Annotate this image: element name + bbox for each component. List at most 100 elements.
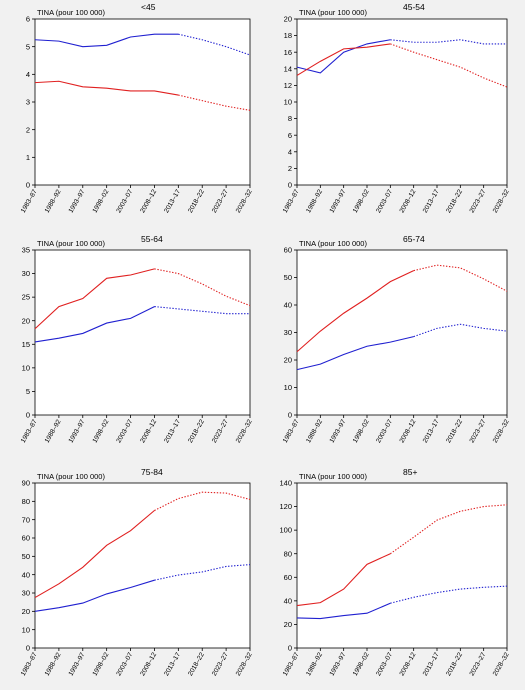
x-tick-label: 2013–17 bbox=[163, 188, 182, 214]
x-tick-label: 2008–12 bbox=[399, 188, 418, 214]
y-tick-label: 4 bbox=[26, 70, 30, 79]
y-tick-label: 8 bbox=[288, 114, 292, 123]
x-tick-label: 1983–87 bbox=[282, 188, 301, 214]
y-tick-label: 20 bbox=[284, 620, 292, 629]
x-tick-label: 1998–02 bbox=[352, 651, 371, 677]
y-tick-label: 2 bbox=[26, 125, 30, 134]
y-tick-label: 40 bbox=[284, 596, 292, 605]
chart-panel-6: TINA (pour 100 000) 85+ 0 20 40 60 80 100 120 140… bbox=[279, 467, 510, 677]
x-tick-label: 2013–17 bbox=[163, 418, 182, 444]
x-tick-label: 2003–07 bbox=[375, 188, 394, 214]
y-tick-label: 30 bbox=[22, 589, 30, 598]
y-tick-label: 50 bbox=[22, 552, 30, 561]
x-tick-label: 1988–92 bbox=[305, 651, 324, 677]
y-axis-label: TINA (pour 100 000) bbox=[299, 8, 367, 17]
x-tick-label: 2028–32 bbox=[492, 188, 511, 214]
series-2-observed-line bbox=[34, 268, 155, 330]
x-tick-label: 2018–22 bbox=[187, 651, 206, 677]
x-tick-label: 2028–32 bbox=[492, 418, 511, 444]
x-tick-label: 2008–12 bbox=[139, 418, 158, 444]
y-tick-label: 120 bbox=[279, 502, 292, 511]
y-tick-label: 30 bbox=[22, 269, 30, 278]
x-tick-label: 1993–97 bbox=[329, 651, 348, 677]
x-tick-label: 1988–92 bbox=[44, 188, 63, 214]
series-2-projection-line bbox=[178, 94, 251, 111]
y-tick-label: 2 bbox=[288, 164, 292, 173]
x-tick-label: 2018–22 bbox=[445, 651, 464, 677]
x-tick-label: 2023–27 bbox=[211, 418, 230, 444]
y-tick-label: 4 bbox=[288, 147, 292, 156]
series-1-observed-line bbox=[296, 336, 414, 371]
x-tick-label: 1983–87 bbox=[282, 418, 301, 444]
y-tick-label: 30 bbox=[284, 328, 292, 337]
x-tick-label: 2008–12 bbox=[139, 188, 158, 214]
x-tick-label: 2008–12 bbox=[399, 651, 418, 677]
x-tick-label: 1998–02 bbox=[352, 418, 371, 444]
y-tick-label: 80 bbox=[284, 549, 292, 558]
series-2-observed-line bbox=[34, 510, 155, 599]
series-2-projection-line bbox=[390, 504, 508, 555]
series-2-projection-line bbox=[413, 264, 508, 292]
y-tick-label: 70 bbox=[22, 515, 30, 524]
plot-area bbox=[34, 249, 251, 416]
y-axis-label: TINA (pour 100 000) bbox=[37, 8, 105, 17]
series-1-projection-line bbox=[413, 323, 508, 338]
x-tick-label: 2028–32 bbox=[235, 418, 254, 444]
x-tick-label: 2008–12 bbox=[139, 651, 158, 677]
series-2-observed-line bbox=[296, 553, 391, 607]
x-tick-label: 1983–87 bbox=[282, 651, 301, 677]
plot-area bbox=[34, 482, 251, 649]
y-tick-label: 0 bbox=[288, 411, 292, 420]
x-tick-label: 1988–92 bbox=[305, 188, 324, 214]
x-tick-label: 2023–27 bbox=[469, 188, 488, 214]
y-tick-label: 3 bbox=[26, 98, 30, 107]
chart-title: 45-54 bbox=[403, 2, 425, 12]
y-tick-label: 140 bbox=[279, 479, 292, 488]
chart-panel-2: TINA (pour 100 000) 45-54 0 2 4 6 8 10 12 14 16 18 2… bbox=[282, 2, 511, 214]
x-tick-label: 1993–97 bbox=[329, 188, 348, 214]
x-tick-label: 2013–17 bbox=[422, 418, 441, 444]
series-1-observed-line bbox=[34, 306, 155, 343]
chart-panel-3: TINA (pour 100 000) 55-64 0 5 10 15 20 25 30 35 19… bbox=[20, 234, 254, 444]
y-tick-label: 40 bbox=[22, 570, 30, 579]
x-tick-label: 1988–92 bbox=[44, 651, 63, 677]
x-tick-label: 2013–17 bbox=[163, 651, 182, 677]
y-tick-label: 20 bbox=[284, 15, 292, 24]
y-tick-label: 0 bbox=[26, 644, 30, 653]
x-tick-label: 2018–22 bbox=[445, 188, 464, 214]
series-1-observed-line bbox=[296, 39, 391, 74]
plot-area bbox=[296, 18, 508, 186]
chart-panel-1: TINA (pour 100 000) <45 0 1 2 3 4 5 6 1983–87 1988… bbox=[20, 2, 254, 214]
y-tick-label: 0 bbox=[288, 644, 292, 653]
series-1-observed-line bbox=[296, 602, 391, 620]
x-tick-label: 2023–27 bbox=[211, 188, 230, 214]
series-2-projection-line bbox=[154, 268, 251, 307]
y-tick-label: 0 bbox=[26, 411, 30, 420]
y-tick-label: 80 bbox=[22, 497, 30, 506]
x-tick-label: 2003–07 bbox=[115, 418, 134, 444]
y-tick-label: 10 bbox=[22, 363, 30, 372]
y-tick-label: 50 bbox=[284, 273, 292, 282]
y-tick-label: 60 bbox=[22, 534, 30, 543]
y-tick-label: 0 bbox=[26, 181, 30, 190]
y-tick-label: 6 bbox=[26, 15, 30, 24]
series-2-observed-line bbox=[296, 270, 414, 353]
x-tick-label: 1993–97 bbox=[68, 651, 87, 677]
y-tick-label: 1 bbox=[26, 153, 30, 162]
plot-area bbox=[296, 249, 508, 416]
x-tick-label: 2018–22 bbox=[187, 418, 206, 444]
series-1-projection-line bbox=[154, 306, 250, 315]
x-tick-label: 2003–07 bbox=[115, 188, 134, 214]
y-tick-label: 90 bbox=[22, 479, 30, 488]
x-tick-label: 1998–02 bbox=[92, 188, 111, 214]
x-tick-label: 1983–87 bbox=[20, 188, 39, 214]
x-tick-label: 1993–97 bbox=[329, 418, 348, 444]
y-tick-label: 35 bbox=[22, 246, 30, 255]
series-2-projection-line bbox=[154, 491, 251, 511]
x-tick-label: 2028–32 bbox=[492, 651, 511, 677]
y-axis-label: TINA (pour 100 000) bbox=[37, 239, 105, 248]
y-axis-label: TINA (pour 100 000) bbox=[299, 239, 367, 248]
plot-area bbox=[34, 18, 251, 186]
y-tick-label: 5 bbox=[26, 42, 30, 51]
series-1-projection-line bbox=[154, 564, 251, 581]
